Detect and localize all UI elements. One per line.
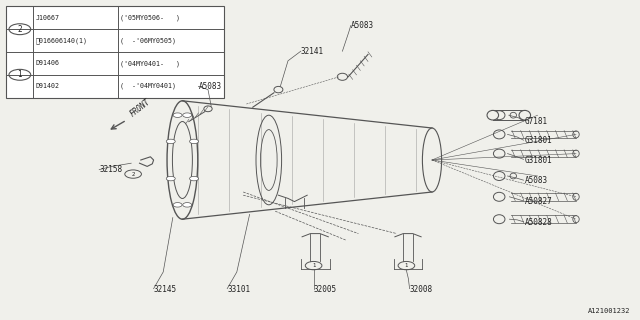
Circle shape <box>189 139 198 144</box>
Text: A50828: A50828 <box>525 218 552 227</box>
Text: G31801: G31801 <box>525 156 552 164</box>
Text: 32005: 32005 <box>314 285 337 294</box>
Text: (  -'06MY0505): ( -'06MY0505) <box>120 37 177 44</box>
Text: ('05MY0506-   ): ('05MY0506- ) <box>120 14 180 21</box>
Ellipse shape <box>204 106 212 112</box>
Ellipse shape <box>493 192 505 201</box>
Ellipse shape <box>519 110 531 120</box>
Circle shape <box>166 139 175 144</box>
Text: A5083: A5083 <box>351 21 374 30</box>
Ellipse shape <box>493 215 505 224</box>
Ellipse shape <box>337 73 348 80</box>
Text: 32008: 32008 <box>410 285 433 294</box>
Text: 32158: 32158 <box>99 165 122 174</box>
Text: 2: 2 <box>17 25 22 34</box>
Text: G7181: G7181 <box>525 117 548 126</box>
Ellipse shape <box>510 173 516 179</box>
Circle shape <box>189 176 198 181</box>
Text: 33101: 33101 <box>227 285 250 294</box>
Ellipse shape <box>573 150 579 157</box>
Text: A5083: A5083 <box>525 176 548 185</box>
Circle shape <box>173 203 182 207</box>
Ellipse shape <box>274 86 283 93</box>
Text: FRONT: FRONT <box>128 97 152 118</box>
Ellipse shape <box>573 193 579 200</box>
Circle shape <box>173 113 182 117</box>
Text: 1: 1 <box>404 263 408 268</box>
Circle shape <box>166 176 175 181</box>
Ellipse shape <box>493 111 505 120</box>
Text: 32145: 32145 <box>154 285 177 294</box>
Ellipse shape <box>573 216 579 223</box>
Ellipse shape <box>487 110 499 120</box>
Text: 1: 1 <box>312 263 316 268</box>
Text: A5083: A5083 <box>198 82 221 91</box>
Ellipse shape <box>493 149 505 158</box>
Bar <box>6 6 224 98</box>
Text: ('04MY0401-   ): ('04MY0401- ) <box>120 60 180 67</box>
Text: Ⓑ016606140(1): Ⓑ016606140(1) <box>36 37 88 44</box>
Text: A50827: A50827 <box>525 197 552 206</box>
Text: D91402: D91402 <box>36 83 60 89</box>
Text: A121001232: A121001232 <box>588 308 630 314</box>
Text: J10667: J10667 <box>36 15 60 21</box>
Text: 1: 1 <box>17 70 22 79</box>
Text: D91406: D91406 <box>36 60 60 67</box>
Text: 2: 2 <box>131 172 135 177</box>
Text: G31801: G31801 <box>525 136 552 145</box>
Ellipse shape <box>493 130 505 139</box>
Ellipse shape <box>493 172 505 180</box>
Text: 32141: 32141 <box>301 47 324 56</box>
Circle shape <box>183 113 192 117</box>
Text: (  -'04MY0401): ( -'04MY0401) <box>120 83 177 90</box>
Ellipse shape <box>573 131 579 138</box>
Ellipse shape <box>510 112 516 118</box>
Circle shape <box>183 203 192 207</box>
